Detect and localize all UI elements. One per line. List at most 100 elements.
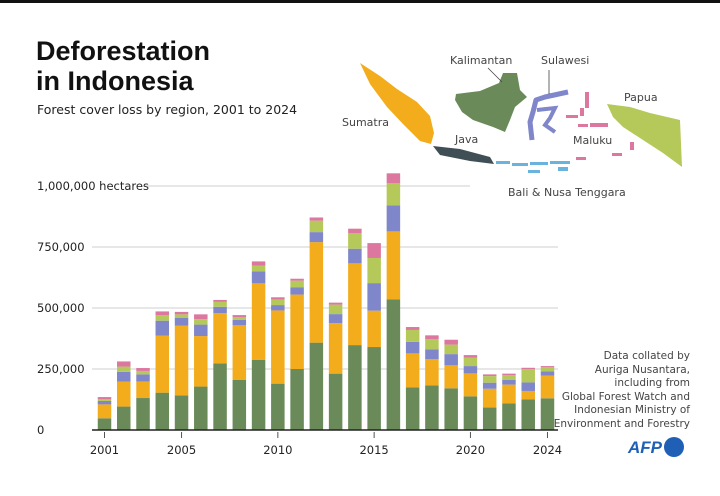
bar-segment-sulawesi-2023 [521, 382, 535, 391]
bar-segment-sumatra-2019 [444, 365, 458, 389]
bar-segment-maluku-2022 [502, 373, 516, 376]
map-java [433, 146, 494, 164]
bar-segment-maluku-2020 [463, 355, 478, 358]
top-rule [0, 0, 720, 3]
bar-segment-kalimantan-2005 [174, 395, 189, 430]
bar-segment-kalimantan-2022 [502, 403, 516, 430]
bar-segment-sulawesi-2011 [290, 287, 304, 295]
x-tick-label: 2024 [533, 443, 562, 457]
bar-segment-maluku-2001 [97, 397, 112, 400]
bar-segment-sulawesi-2020 [463, 366, 478, 374]
bar-segment-kalimantan-2002 [117, 406, 131, 430]
bar-segment-papua-2014 [348, 233, 362, 249]
bar-segment-kalimantan-2001 [97, 418, 112, 430]
bar-segment-sulawesi-2002 [117, 371, 131, 382]
bar-segment-sumatra-2008 [232, 325, 247, 380]
bar-segment-sumatra-2015 [367, 310, 381, 348]
bar-segment-papua-2001 [97, 399, 112, 401]
bar-segment-papua-2020 [463, 357, 478, 367]
bar-segment-sumatra-2023 [521, 390, 535, 400]
bar-segment-papua-2023 [521, 369, 535, 383]
bar-segment-maluku-2007 [213, 299, 227, 302]
map-label-java: Java [454, 133, 478, 146]
map-sumatra [360, 63, 434, 144]
bar-segment-papua-2008 [232, 317, 247, 320]
bar-segment-sumatra-2001 [97, 404, 112, 419]
bar-segment-sulawesi-2013 [328, 314, 343, 324]
bar-segment-sumatra-2018 [425, 358, 439, 386]
bar-segment-sumatra-2016 [386, 231, 401, 300]
map-label-sulawesi: Sulawesi [541, 54, 589, 67]
bar-segment-kalimantan-2021 [482, 407, 497, 430]
bar-segment-maluku-2005 [174, 311, 189, 315]
bar-segment-sulawesi-2024 [540, 371, 555, 376]
bar-segment-papua-2016 [386, 183, 401, 206]
bar-segment-maluku-2019 [444, 339, 458, 345]
bar-segment-papua-2022 [502, 375, 516, 380]
bar-segment-sumatra-2024 [540, 375, 555, 399]
bar-segment-sumatra-2014 [348, 263, 362, 346]
y-tick-label: 500,000 [37, 301, 85, 315]
bar-segment-papua-2018 [425, 338, 439, 350]
chart-title: Deforestation in Indonesia [36, 36, 210, 96]
bar-segment-sulawesi-2007 [213, 306, 227, 314]
bar-segment-papua-2007 [213, 301, 227, 307]
bar-segment-sumatra-2013 [328, 323, 343, 374]
bar-segment-papua-2019 [444, 344, 458, 355]
y-tick-label: 250,000 [37, 362, 85, 376]
bar-segment-sulawesi-2003 [136, 374, 150, 382]
bar-segment-sulawesi-2004 [155, 320, 170, 336]
bar-segment-kalimantan-2013 [328, 373, 343, 430]
chart-subtitle: Forest cover loss by region, 2001 to 202… [37, 102, 298, 117]
bar-segment-sulawesi-2021 [482, 382, 497, 389]
bar-segment-papua-2017 [405, 329, 420, 342]
map-kalimantan [455, 73, 527, 132]
title-line-2: in Indonesia [36, 66, 194, 96]
bar-segment-maluku-2006 [194, 314, 208, 320]
bar-segment-sulawesi-2015 [367, 283, 381, 311]
bar-segment-kalimantan-2010 [271, 383, 285, 430]
bar-segment-papua-2010 [271, 299, 285, 306]
map-maluku [566, 92, 634, 160]
bar-segment-sumatra-2002 [117, 381, 131, 407]
bar-segment-kalimantan-2012 [309, 342, 324, 430]
bar-segment-sulawesi-2016 [386, 205, 401, 232]
bar-segment-sumatra-2017 [405, 353, 420, 388]
bar-segment-kalimantan-2008 [232, 379, 247, 430]
bar-segment-sumatra-2006 [194, 336, 208, 387]
bar-segment-sulawesi-2005 [174, 318, 189, 326]
bar-segment-maluku-2003 [136, 368, 150, 371]
map-sulawesi-arms [536, 105, 559, 134]
bar-segment-kalimantan-2006 [194, 386, 208, 430]
bar-segment-sumatra-2005 [174, 325, 189, 396]
bar-segment-sumatra-2011 [290, 294, 304, 369]
bar-segment-maluku-2013 [328, 302, 343, 305]
bar-segment-sulawesi-2014 [348, 248, 362, 264]
bar-segment-papua-2024 [540, 367, 555, 372]
indonesia-map: Kalimantan Sulawesi Papua Sumatra Java M… [342, 54, 682, 199]
bar-segment-papua-2004 [155, 315, 170, 321]
bar-segment-kalimantan-2016 [386, 299, 401, 430]
bar-segment-papua-2015 [367, 257, 381, 284]
bar-segment-papua-2006 [194, 319, 208, 325]
map-label-bali-nusa-tenggara: Bali & Nusa Tenggara [508, 186, 626, 199]
kalimantan-pointer [487, 67, 503, 83]
bar-segment-papua-2009 [251, 265, 266, 272]
x-tick-label: 2010 [263, 443, 292, 457]
bar-segment-sulawesi-2006 [194, 324, 208, 337]
bar-segment-sulawesi-2019 [444, 354, 458, 366]
map-label-papua: Papua [624, 91, 658, 104]
map-bali-nusa-tenggara [496, 161, 570, 173]
bar-segment-sulawesi-2008 [232, 319, 247, 326]
bar-segment-papua-2021 [482, 376, 497, 383]
bar-segment-maluku-2009 [251, 261, 266, 266]
map-label-kalimantan: Kalimantan [450, 54, 512, 67]
bar-segment-kalimantan-2024 [540, 398, 555, 430]
bar-segment-sumatra-2012 [309, 242, 324, 343]
bar-segment-sumatra-2020 [463, 373, 478, 397]
bar-segment-sulawesi-2012 [309, 232, 324, 243]
bar-segment-kalimantan-2014 [348, 345, 362, 430]
bar-segment-kalimantan-2015 [367, 347, 381, 430]
bar-segment-kalimantan-2004 [155, 392, 170, 430]
